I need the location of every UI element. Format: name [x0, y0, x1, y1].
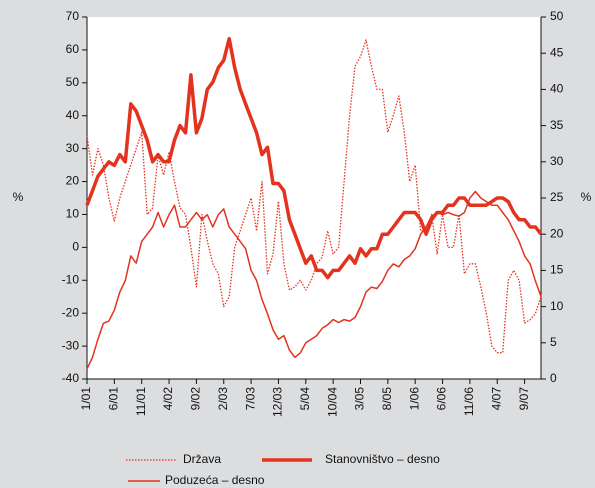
x-tick-label: 4/07: [489, 387, 503, 411]
x-tick-label: 9/07: [517, 387, 531, 411]
y-tick-label: 10: [66, 207, 80, 221]
x-tick-label: 6/01: [107, 387, 121, 411]
y2-tick-label: 30: [550, 154, 564, 168]
x-tick-label: 1/01: [79, 387, 93, 411]
y2-tick-label: 10: [550, 299, 564, 313]
x-tick-label: 9/02: [189, 387, 203, 411]
legend-label: Poduzeća – desno: [165, 473, 265, 487]
legend-label: Stanovništvo – desno: [325, 452, 440, 466]
x-tick-label: 1/06: [407, 387, 421, 411]
series-line: [86, 190, 542, 370]
x-tick-label: 5/04: [298, 387, 312, 411]
x-tick-label: 11/01: [134, 387, 148, 416]
y-tick-label: -30: [62, 338, 80, 352]
y-axis-label: %: [13, 190, 24, 204]
y-tick-label: 50: [66, 75, 80, 89]
x-tick-label: 3/05: [353, 387, 367, 411]
y2-axis-label: %: [581, 190, 592, 204]
x-tick-label: 10/04: [325, 387, 339, 417]
y-tick-label: -10: [62, 272, 80, 286]
y-tick-label: 70: [66, 9, 80, 23]
y2-tick-label: 0: [550, 371, 557, 385]
y2-tick-label: 50: [550, 9, 564, 23]
series-line: [86, 39, 542, 354]
x-tick-label: 4/02: [161, 387, 175, 411]
y2-tick-label: 45: [550, 45, 564, 59]
plot-area: [87, 17, 541, 379]
y-tick-label: 0: [72, 240, 79, 254]
x-tick-label: 11/06: [462, 387, 476, 416]
y-tick-label: 40: [66, 108, 80, 122]
y2-tick-label: 20: [550, 226, 564, 240]
x-tick-label: 6/06: [435, 387, 449, 411]
x-tick-label: 12/03: [271, 387, 285, 417]
y2-tick-label: 15: [550, 263, 564, 277]
x-tick-label: 7/03: [243, 387, 257, 411]
y-tick-label: 20: [66, 174, 80, 188]
series-line: [85, 36, 543, 280]
y-tick-label: -20: [62, 305, 80, 319]
y2-tick-label: 40: [550, 82, 564, 96]
y-tick-label: 30: [66, 141, 80, 155]
y2-tick-label: 5: [550, 335, 557, 349]
x-tick-label: 2/03: [216, 387, 230, 411]
y2-tick-label: 35: [550, 118, 564, 132]
y-tick-label: 60: [66, 42, 80, 56]
y2-tick-label: 25: [550, 190, 564, 204]
x-tick-label: 8/05: [380, 387, 394, 411]
y-tick-label: -40: [62, 371, 80, 385]
legend-label: Država: [183, 452, 221, 466]
